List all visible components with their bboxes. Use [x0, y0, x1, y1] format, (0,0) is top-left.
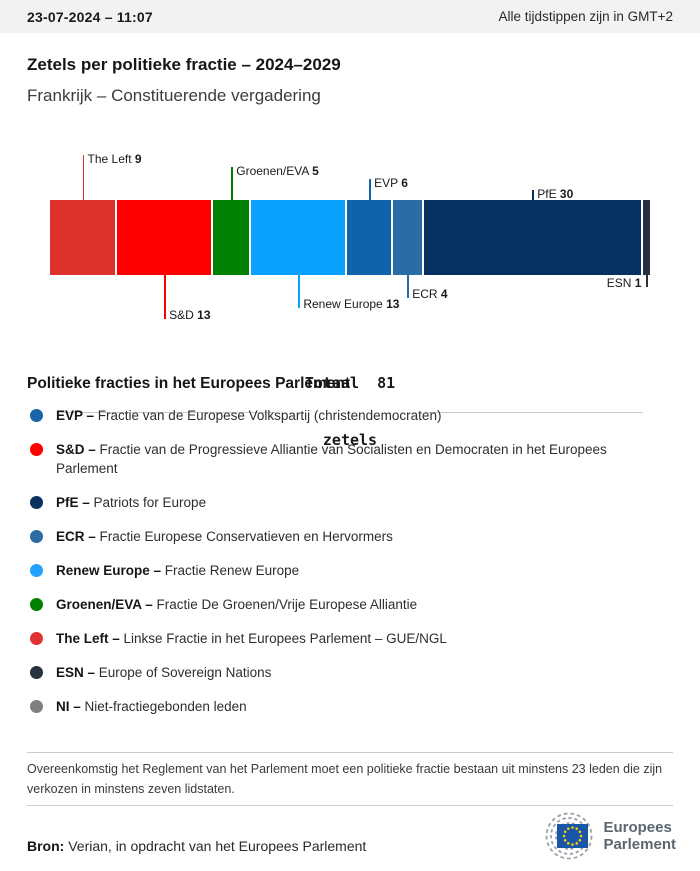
bar-label-pfe: PfE 30 [537, 187, 574, 201]
footnote-divider-top [27, 752, 673, 753]
legend-item-groenen-eva: Groenen/EVA – Fractie De Groenen/Vrije E… [27, 595, 677, 614]
legend-list: EVP – Fractie van de Europese Volksparti… [27, 406, 677, 731]
bar-segment-groenen-eva [213, 200, 250, 275]
legend-item-text: Renew Europe – Fractie Renew Europe [56, 563, 300, 578]
legend-item-text: S&D – Fractie van de Progressieve Allian… [56, 442, 607, 476]
divider-line-left [57, 411, 275, 413]
legend-color-dot [30, 598, 43, 611]
bar-segment-pfe [423, 200, 641, 275]
callout-line-pfe [532, 190, 534, 200]
bar-label-ecr: ECR 4 [412, 287, 448, 301]
legend-color-dot [30, 530, 43, 543]
legend-item-s-d: S&D – Fractie van de Progressieve Allian… [27, 440, 677, 478]
legend-color-dot [30, 443, 43, 456]
callout-line-ecr [407, 275, 409, 298]
legend-title: Politieke fracties in het Europees Parle… [27, 375, 351, 392]
total-seats-line1: Totaal 81 [304, 374, 396, 392]
callout-line-the-left [82, 155, 85, 200]
legend-item-text: The Left – Linkse Fractie in het Europee… [56, 631, 447, 646]
page-subtitle: Frankrijk – Constituerende vergadering [27, 86, 321, 105]
callout-line-groenen-eva [231, 167, 233, 200]
legend-item-text: EVP – Fractie van de Europese Volksparti… [56, 408, 442, 423]
callout-line-evp [369, 179, 371, 200]
total-seats: Totaal 81 zetels [57, 336, 643, 488]
callout-line-renew-europe [298, 275, 300, 308]
bar-label-groenen-eva: Groenen/EVA 5 [236, 164, 319, 178]
bar-label-evp: EVP 6 [374, 176, 408, 190]
ep-logo-text: Europees Parlement [603, 819, 676, 853]
eu-flag-stars [563, 826, 583, 846]
footnote-divider-bottom [27, 805, 673, 806]
legend-item-ecr: ECR – Fractie Europese Conservatieven en… [27, 527, 677, 546]
ep-hemicycle-flag-icon [546, 812, 593, 860]
footnote: Overeenkomstig het Reglement van het Par… [27, 762, 663, 796]
callout-line-s-d [164, 275, 166, 319]
legend-color-dot [30, 700, 43, 713]
legend-color-dot [30, 564, 43, 577]
legend-item-text: NI – Niet-fractiegebonden leden [56, 699, 247, 714]
timezone-note: Alle tijdstippen zijn in GMT+2 [498, 9, 673, 24]
bar-segment-ecr [392, 200, 422, 275]
legend-item-pfe: PfE – Patriots for Europe [27, 493, 677, 512]
legend-item-renew-europe: Renew Europe – Fractie Renew Europe [27, 561, 677, 580]
total-seats-text: Totaal 81 zetels [305, 336, 395, 488]
legend-item-text: ESN – Europe of Sovereign Nations [56, 665, 272, 680]
ep-logo: Europees Parlement [533, 811, 676, 861]
bar-label-the-left: The Left 9 [87, 152, 142, 166]
bar-label-renew-europe: Renew Europe 13 [303, 297, 400, 311]
legend-color-dot [30, 409, 43, 422]
source-text: Verian, in opdracht van het Europees Par… [68, 838, 367, 854]
legend-item-text: Groenen/EVA – Fractie De Groenen/Vrije E… [56, 597, 418, 612]
bar-segment-the-left [50, 200, 116, 275]
timestamp: 23-07-2024 – 11:07 [27, 8, 153, 25]
legend-color-dot [30, 496, 43, 509]
ep-logo-text-line2: Parlement [603, 836, 676, 853]
bar-label-s-d: S&D 13 [169, 308, 211, 322]
page-title: Zetels per politieke fractie – 2024–2029 [27, 55, 341, 74]
legend-item-esn: ESN – Europe of Sovereign Nations [27, 663, 677, 682]
legend-item-the-left: The Left – Linkse Fractie in het Europee… [27, 629, 677, 648]
source-line: Bron: Verian, in opdracht van het Europe… [27, 838, 366, 854]
legend-item-ni: NI – Niet-fractiegebonden leden [27, 697, 677, 716]
legend-item-text: ECR – Fractie Europese Conservatieven en… [56, 529, 393, 544]
bar-segment-renew-europe [251, 200, 346, 275]
bar-segment-evp [347, 200, 391, 275]
source-label: Bron: [27, 838, 65, 854]
legend-item-evp: EVP – Fractie van de Europese Volksparti… [27, 406, 677, 425]
callout-line-esn [646, 275, 648, 287]
top-bar: 23-07-2024 – 11:07 Alle tijdstippen zijn… [0, 0, 700, 33]
bar-label-esn: ESN 1 [606, 276, 642, 290]
bar-segment-s-d [117, 200, 212, 275]
seats-stacked-bar-chart: The Left 9 S&D 13 Groenen/EVA 5 Renew Europ… [50, 140, 650, 335]
legend-item-text: PfE – Patriots for Europe [56, 495, 207, 510]
total-seats-line2: zetels [322, 431, 378, 449]
legend-color-dot [30, 666, 43, 679]
bar-segment-esn [642, 200, 650, 275]
legend-color-dot [30, 632, 43, 645]
divider-line-right [425, 411, 643, 413]
ep-logo-text-line1: Europees [603, 819, 672, 836]
